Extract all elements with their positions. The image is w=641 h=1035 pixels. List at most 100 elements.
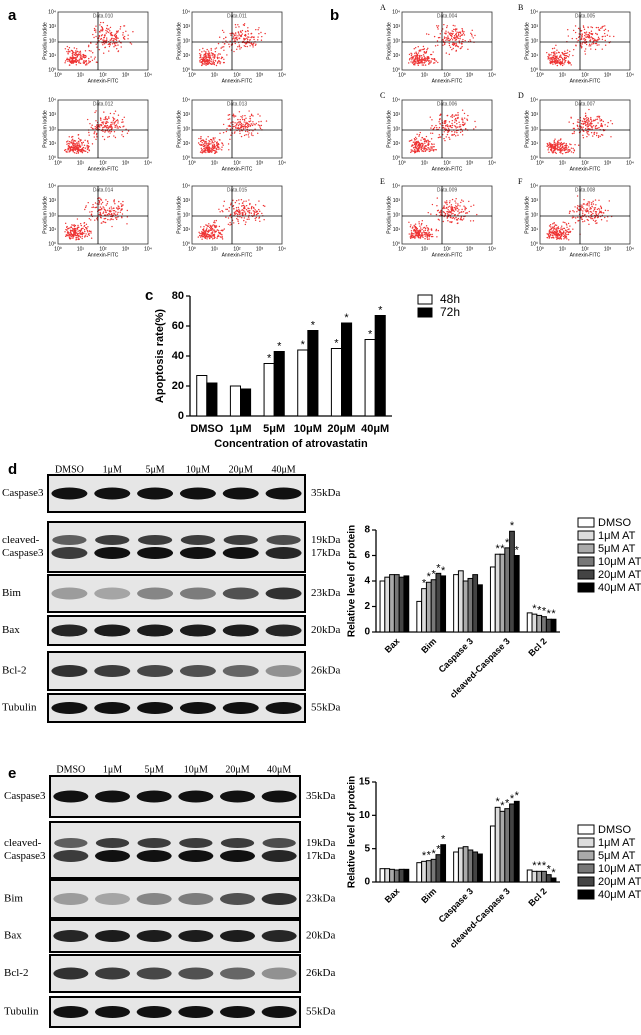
x-tick-label: Bim — [419, 886, 438, 905]
event-dot — [588, 134, 590, 136]
event-dot — [447, 220, 449, 222]
event-dot — [416, 227, 419, 230]
event-dot — [234, 201, 237, 204]
event-dot — [592, 210, 595, 212]
event-dot — [200, 144, 203, 146]
event-dot — [239, 30, 242, 32]
event-dot — [254, 124, 256, 126]
event-dot — [108, 210, 111, 213]
event-dot — [586, 207, 588, 210]
event-dot — [546, 142, 548, 145]
event-dot — [552, 61, 554, 63]
x-axis-label: Annexin-FITC — [222, 252, 253, 258]
event-dot — [443, 137, 445, 140]
event-dot — [85, 227, 87, 229]
event-dot — [581, 43, 583, 45]
event-dot — [217, 148, 219, 151]
event-dot — [457, 111, 459, 114]
event-dot — [457, 46, 460, 48]
event-dot — [209, 229, 212, 232]
event-dot — [74, 224, 77, 227]
event-dot — [573, 211, 575, 213]
event-dot — [244, 207, 246, 210]
event-dot — [84, 150, 86, 152]
event-dot — [72, 227, 74, 230]
significance-marker: * — [537, 604, 542, 616]
blot-band — [220, 967, 255, 980]
event-dot — [422, 227, 425, 229]
event-dot — [96, 61, 98, 63]
event-dot — [79, 229, 82, 232]
blot-frame — [47, 615, 306, 646]
blot-band — [222, 547, 259, 559]
event-dot — [200, 140, 203, 142]
event-dot — [104, 125, 107, 127]
event-dot — [564, 232, 567, 235]
event-dot — [103, 111, 105, 113]
event-dot — [100, 30, 103, 32]
event-dot — [112, 119, 115, 122]
x-tick-label: 10² — [233, 72, 241, 78]
event-dot — [72, 56, 75, 59]
event-dot — [588, 43, 591, 46]
event-dot — [225, 208, 227, 211]
event-dot — [448, 39, 451, 42]
x-tick-label: Bax — [383, 886, 402, 905]
plot-letter: C — [380, 91, 385, 100]
event-dot — [547, 56, 549, 58]
event-dot — [95, 206, 98, 209]
event-dot — [90, 50, 92, 52]
significance-marker: * — [422, 578, 427, 590]
event-dot — [98, 48, 101, 51]
event-dot — [440, 213, 442, 216]
event-dot — [241, 117, 243, 119]
event-dot — [428, 147, 430, 149]
event-dot — [588, 31, 591, 34]
event-dot — [580, 209, 582, 211]
significance-marker: * — [368, 328, 373, 340]
event-dot — [78, 51, 81, 53]
event-dot — [601, 35, 603, 38]
event-dot — [65, 141, 68, 143]
event-dot — [593, 217, 596, 219]
event-dot — [199, 232, 201, 235]
event-dot — [106, 203, 108, 205]
event-dot — [223, 43, 226, 45]
event-dot — [613, 35, 615, 38]
event-dot — [252, 44, 254, 46]
x-tick-label: 10⁴ — [144, 72, 152, 78]
event-dot — [547, 144, 550, 147]
event-dot — [422, 142, 424, 145]
event-dot — [71, 55, 74, 57]
event-dot — [590, 121, 592, 124]
event-dot — [238, 199, 240, 201]
event-dot — [203, 235, 205, 238]
event-dot — [414, 139, 416, 141]
event-dot — [107, 127, 110, 129]
event-dot — [437, 136, 440, 139]
event-dot — [239, 127, 241, 130]
event-dot — [90, 219, 92, 221]
event-dot — [252, 210, 254, 212]
event-dot — [243, 200, 245, 202]
event-dot — [440, 209, 442, 212]
panel-label: c — [145, 287, 153, 304]
event-dot — [198, 49, 201, 51]
event-dot — [120, 205, 123, 208]
event-dot — [419, 231, 422, 233]
event-dot — [71, 50, 73, 52]
event-dot — [216, 57, 219, 60]
event-dot — [100, 124, 103, 126]
event-dot — [76, 228, 79, 230]
event-dot — [109, 125, 111, 127]
x-axis-label: Annexin-FITC — [222, 166, 253, 172]
event-dot — [211, 232, 213, 234]
event-dot — [103, 34, 106, 36]
event-dot — [108, 42, 111, 45]
event-dot — [127, 38, 129, 40]
event-dot — [599, 135, 601, 138]
event-dot — [463, 31, 465, 33]
event-dot — [425, 50, 428, 53]
event-dot — [77, 149, 79, 152]
event-dot — [417, 145, 419, 147]
